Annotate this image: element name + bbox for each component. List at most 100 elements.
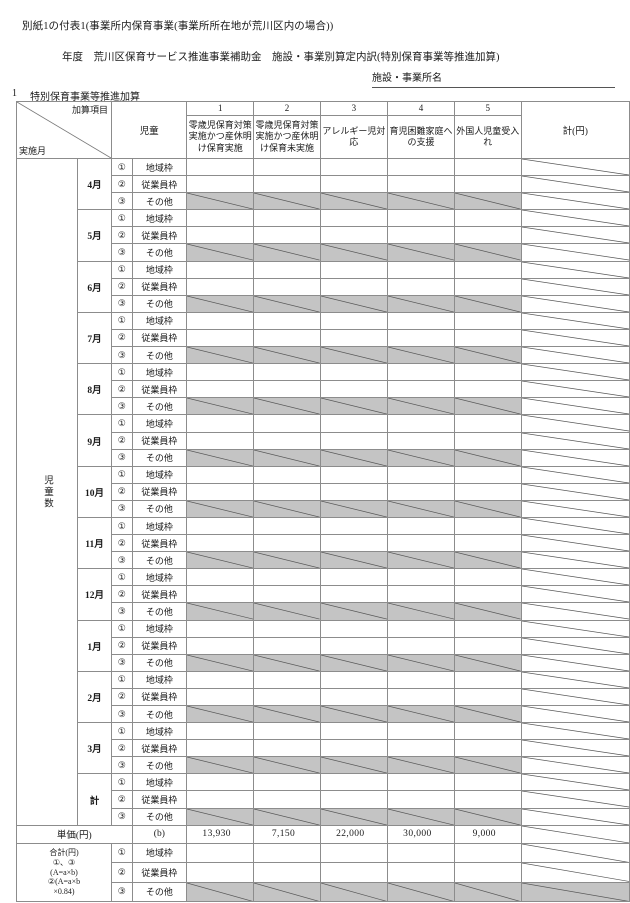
- data-cell[interactable]: [386, 209, 456, 228]
- data-cell[interactable]: [319, 226, 388, 245]
- total-cell[interactable]: [520, 704, 630, 724]
- total-cell[interactable]: [520, 380, 630, 399]
- data-cell[interactable]: [253, 157, 321, 177]
- total-cell[interactable]: [520, 397, 630, 416]
- data-cell[interactable]: [253, 499, 321, 518]
- data-cell[interactable]: [319, 687, 388, 707]
- grand-total-data-cell[interactable]: [253, 862, 321, 883]
- data-cell[interactable]: [454, 363, 522, 382]
- data-cell[interactable]: [386, 790, 456, 809]
- data-cell[interactable]: [186, 653, 255, 672]
- data-cell[interactable]: [454, 380, 522, 399]
- data-cell[interactable]: [386, 363, 456, 382]
- data-cell[interactable]: [186, 346, 255, 365]
- data-cell[interactable]: [253, 260, 321, 279]
- data-cell[interactable]: [253, 397, 321, 416]
- data-cell[interactable]: [186, 397, 255, 416]
- grand-total-data-cell[interactable]: [186, 881, 255, 903]
- grand-total-data-cell[interactable]: [386, 862, 456, 883]
- data-cell[interactable]: [386, 704, 456, 724]
- data-cell[interactable]: [253, 670, 321, 689]
- data-cell[interactable]: [319, 431, 388, 450]
- total-cell[interactable]: [520, 551, 630, 570]
- total-cell[interactable]: [520, 790, 630, 809]
- total-cell[interactable]: [520, 209, 630, 228]
- data-cell[interactable]: [253, 346, 321, 365]
- total-cell[interactable]: [520, 687, 630, 707]
- data-cell[interactable]: [186, 226, 255, 245]
- data-cell[interactable]: [253, 294, 321, 313]
- data-cell[interactable]: [386, 277, 456, 296]
- data-cell[interactable]: [253, 585, 321, 604]
- data-cell[interactable]: [319, 448, 388, 467]
- data-cell[interactable]: [454, 534, 522, 553]
- data-cell[interactable]: [454, 431, 522, 450]
- data-cell[interactable]: [253, 465, 321, 484]
- data-cell[interactable]: [386, 636, 456, 655]
- data-cell[interactable]: [186, 157, 255, 177]
- data-cell[interactable]: [253, 636, 321, 655]
- data-cell[interactable]: [386, 311, 456, 330]
- data-cell[interactable]: [186, 602, 255, 621]
- data-cell[interactable]: [253, 209, 321, 228]
- data-cell[interactable]: [186, 380, 255, 399]
- data-cell[interactable]: [186, 585, 255, 604]
- grand-total-data-cell[interactable]: [186, 842, 255, 864]
- data-cell[interactable]: [319, 585, 388, 604]
- total-cell[interactable]: [520, 157, 630, 177]
- data-cell[interactable]: [386, 294, 456, 313]
- data-cell[interactable]: [454, 653, 522, 672]
- data-cell[interactable]: [386, 516, 456, 536]
- data-cell[interactable]: [253, 482, 321, 501]
- data-cell[interactable]: [386, 568, 456, 587]
- data-cell[interactable]: [319, 482, 388, 501]
- data-cell[interactable]: [186, 773, 255, 792]
- data-cell[interactable]: [386, 619, 456, 638]
- total-cell[interactable]: [520, 602, 630, 621]
- data-cell[interactable]: [454, 414, 522, 433]
- data-cell[interactable]: [386, 260, 456, 279]
- data-cell[interactable]: [319, 790, 388, 809]
- total-cell[interactable]: [520, 534, 630, 553]
- data-cell[interactable]: [253, 363, 321, 382]
- total-cell[interactable]: [520, 585, 630, 604]
- grand-total-data-cell[interactable]: [253, 881, 321, 903]
- data-cell[interactable]: [386, 243, 456, 262]
- data-cell[interactable]: [386, 653, 456, 672]
- total-cell[interactable]: [520, 807, 630, 826]
- data-cell[interactable]: [386, 157, 456, 177]
- total-cell[interactable]: [520, 773, 630, 792]
- data-cell[interactable]: [386, 380, 456, 399]
- data-cell[interactable]: [386, 756, 456, 775]
- data-cell[interactable]: [186, 363, 255, 382]
- data-cell[interactable]: [386, 465, 456, 484]
- data-cell[interactable]: [253, 773, 321, 792]
- data-cell[interactable]: [454, 602, 522, 621]
- data-cell[interactable]: [386, 534, 456, 553]
- data-cell[interactable]: [319, 551, 388, 570]
- data-cell[interactable]: [386, 448, 456, 467]
- data-cell[interactable]: [454, 619, 522, 638]
- data-cell[interactable]: [253, 534, 321, 553]
- data-cell[interactable]: [319, 465, 388, 484]
- data-cell[interactable]: [454, 807, 522, 826]
- total-cell[interactable]: [520, 465, 630, 484]
- data-cell[interactable]: [253, 568, 321, 587]
- data-cell[interactable]: [319, 807, 388, 826]
- data-cell[interactable]: [386, 585, 456, 604]
- data-cell[interactable]: [186, 260, 255, 279]
- grand-total-data-cell[interactable]: [454, 862, 522, 883]
- grand-total-data-cell[interactable]: [186, 862, 255, 883]
- data-cell[interactable]: [186, 175, 255, 194]
- data-cell[interactable]: [454, 722, 522, 741]
- data-cell[interactable]: [319, 722, 388, 741]
- data-cell[interactable]: [454, 311, 522, 330]
- data-cell[interactable]: [253, 807, 321, 826]
- data-cell[interactable]: [186, 807, 255, 826]
- data-cell[interactable]: [386, 602, 456, 621]
- total-cell[interactable]: [520, 482, 630, 501]
- total-cell[interactable]: [520, 568, 630, 587]
- data-cell[interactable]: [253, 277, 321, 296]
- data-cell[interactable]: [253, 448, 321, 467]
- data-cell[interactable]: [253, 226, 321, 245]
